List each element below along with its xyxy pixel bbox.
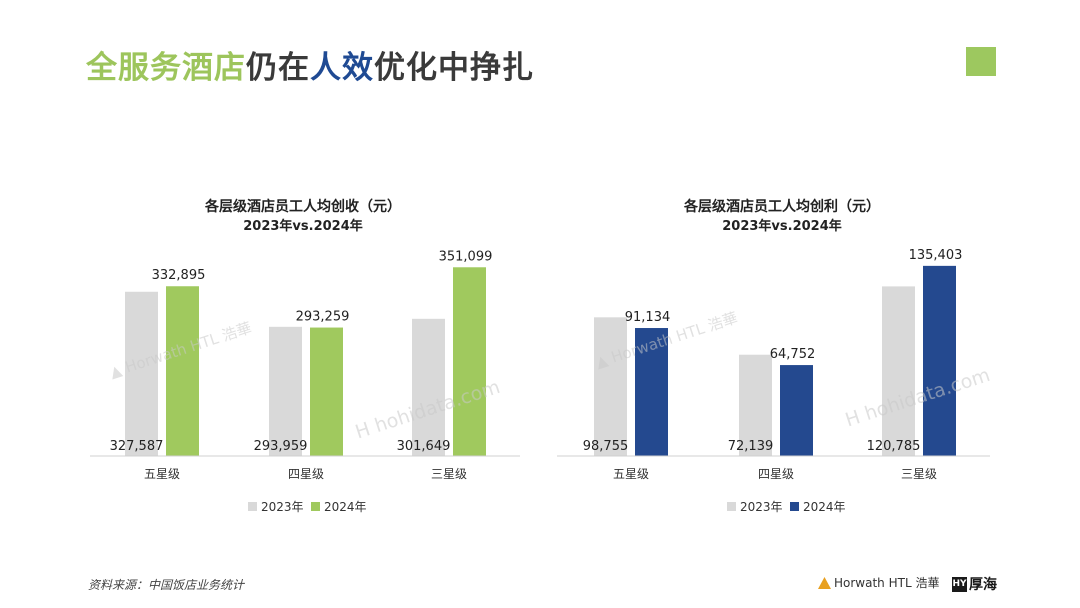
chart1-label-2023-1: 293,959 — [254, 439, 308, 454]
chart2-bar-2024-1 — [780, 365, 813, 456]
chart2-legend-swatch-0 — [727, 502, 736, 511]
chart1-category-1: 四星级 — [288, 467, 324, 481]
page-title: 全服务酒店仍在人效优化中挣扎 — [86, 42, 534, 87]
chart1-subtitle: 2023年vs.2024年 — [243, 218, 363, 234]
chart1-label-2024-2: 351,099 — [439, 249, 493, 264]
chart1-label-2023-2: 301,649 — [397, 439, 451, 454]
chart1-bar-2024-1 — [310, 327, 343, 456]
accent-square — [966, 47, 996, 76]
title-part-green: 全服务酒店 — [86, 50, 246, 86]
chart2-subtitle: 2023年vs.2024年 — [722, 218, 842, 234]
chart1-legend-label-1: 2024年 — [324, 500, 367, 514]
horwath-logo-text: Horwath HTL 浩華 — [834, 576, 940, 590]
chart1-bar-2024-0 — [166, 286, 199, 456]
chart2-bar-2024-2 — [923, 265, 956, 456]
chart2-bar-2023-0 — [594, 317, 627, 456]
chart1-bar-2023-0 — [125, 291, 158, 456]
chart2-category-0: 五星级 — [613, 467, 649, 481]
chart2-category-1: 四星级 — [758, 467, 794, 481]
hohi-logo-icon: HY — [952, 576, 967, 592]
chart2-legend-label-1: 2024年 — [803, 500, 846, 514]
title-part-blue: 人效 — [310, 50, 374, 86]
chart2-label-2024-2: 135,403 — [909, 248, 963, 263]
chart2-label-2024-1: 64,752 — [770, 347, 816, 362]
chart2-label-2023-1: 72,139 — [728, 439, 774, 454]
chart1-category-2: 三星级 — [431, 467, 467, 481]
chart1-title: 各层级酒店员工人均创收（元） — [204, 198, 401, 215]
chart2-bar-2023-1 — [739, 354, 772, 456]
chart1-legend-label-0: 2023年 — [261, 500, 304, 514]
chart2-title: 各层级酒店员工人均创利（元） — [683, 198, 880, 215]
chart2-label-2023-0: 98,755 — [583, 439, 629, 454]
chart2-bar-2023-2 — [882, 286, 915, 456]
chart1-bar-2023-2 — [412, 318, 445, 456]
chart2-label-2024-0: 91,134 — [625, 310, 671, 325]
source-note: 资料来源：中国饭店业务统计 — [88, 578, 245, 592]
chart2-category-2: 三星级 — [901, 467, 937, 481]
title-part-gray-end: 优化中挣扎 — [374, 50, 534, 86]
chart1-bar-2024-2 — [453, 267, 486, 456]
chart1-label-2023-0: 327,587 — [110, 439, 164, 454]
hohi-logo-text: 厚海 — [969, 577, 997, 593]
title-part-gray: 仍在 — [246, 50, 310, 86]
horwath-logo: Horwath HTL 浩華 — [818, 574, 939, 591]
chart2-bar-2024-0 — [635, 328, 668, 456]
chart1-category-0: 五星级 — [144, 467, 180, 481]
chart1-label-2024-0: 332,895 — [152, 268, 206, 283]
chart1-legend-swatch-1 — [311, 502, 320, 511]
horwath-logo-icon — [818, 576, 831, 589]
chart1-label-2024-1: 293,259 — [296, 310, 350, 325]
chart1-legend-swatch-0 — [248, 502, 257, 511]
chart2-label-2023-2: 120,785 — [867, 439, 921, 454]
hohi-logo: HY 厚海 — [952, 574, 997, 594]
chart2-legend-label-0: 2023年 — [740, 500, 783, 514]
chart2-legend-swatch-1 — [790, 502, 799, 511]
chart1-bar-2023-1 — [269, 326, 302, 456]
